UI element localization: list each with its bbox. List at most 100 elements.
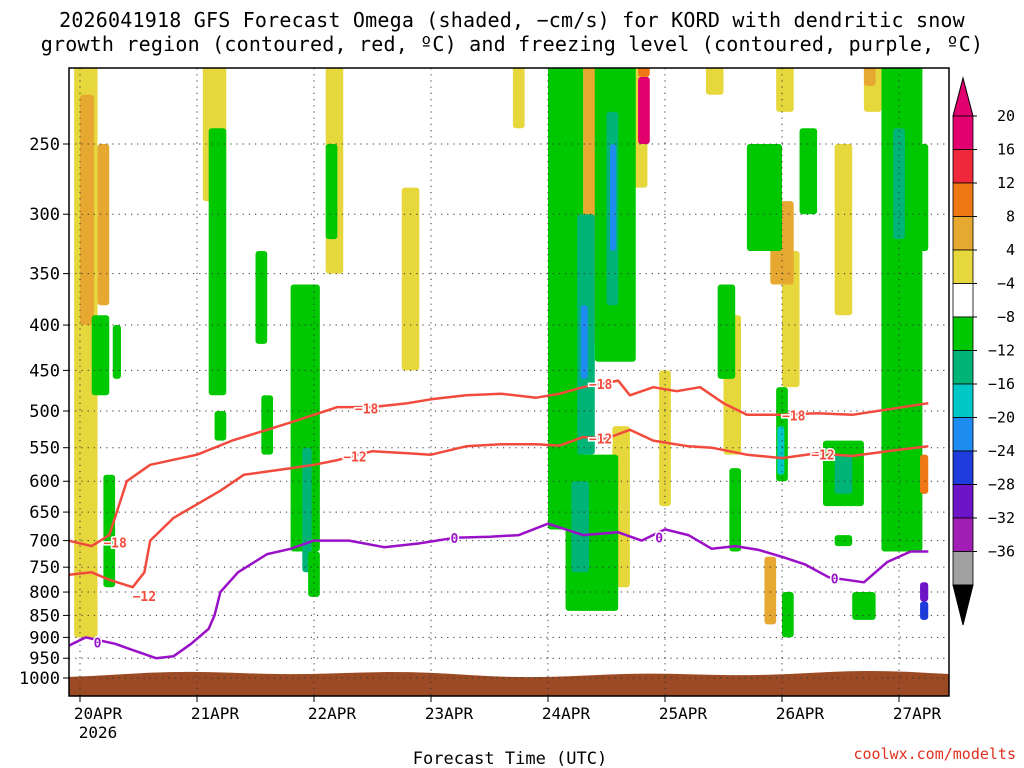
contour-snow-growth-12 xyxy=(69,428,929,589)
contour-label: −12 xyxy=(589,432,612,447)
contour-label: 0 xyxy=(450,532,458,547)
x-tick-label: 21APR xyxy=(191,704,240,723)
contour-freezing-level xyxy=(69,522,929,660)
contour-labels: −18 −12 0 −18 −12 0 −18 −12 0 −18 −12 0 xyxy=(92,376,840,653)
contour-label: −12 xyxy=(133,590,156,605)
omega-patch xyxy=(834,454,853,494)
omega-patch xyxy=(214,411,227,441)
colorbar-label: −4 xyxy=(997,275,1015,293)
contour-label: 0 xyxy=(831,572,839,587)
omega-patch xyxy=(512,68,525,129)
y-tick-label: 350 xyxy=(29,265,60,285)
omega-patch xyxy=(920,601,929,620)
credit-text: coolwx.com/modelts xyxy=(853,745,1016,763)
omega-patch xyxy=(910,144,929,251)
colorbar-swatch xyxy=(952,350,974,385)
colorbar-label: −36 xyxy=(988,543,1015,561)
x-tick-sublabel: 2026 xyxy=(79,723,118,742)
y-axis: 2503003504004505005506006507007508008509… xyxy=(19,135,69,689)
colorbar-swatch xyxy=(952,316,974,351)
x-tick-label: 23APR xyxy=(425,704,474,723)
omega-patch xyxy=(580,305,588,379)
omega-patch xyxy=(920,582,929,602)
contour-label: −12 xyxy=(343,451,366,466)
y-tick-label: 750 xyxy=(29,558,60,578)
colorbar-label: −28 xyxy=(988,476,1015,494)
omega-patch xyxy=(705,68,724,95)
colorbar-swatch xyxy=(952,517,974,552)
contour-snow-growth-18 xyxy=(69,379,929,548)
y-tick-label: 850 xyxy=(29,606,60,626)
colorbar-swatch xyxy=(952,249,974,284)
omega-patch xyxy=(208,128,227,396)
x-tick-label: 24APR xyxy=(542,704,591,723)
omega-patch xyxy=(764,556,777,625)
omega-patch xyxy=(863,68,882,112)
omega-patch xyxy=(665,17,677,58)
y-tick-label: 950 xyxy=(29,649,60,669)
omega-patch xyxy=(308,551,320,597)
omega-patch xyxy=(112,325,121,379)
colorbar-swatch xyxy=(952,484,974,519)
omega-patch xyxy=(103,474,116,588)
omega-patch xyxy=(548,68,584,530)
colorbar-swatch xyxy=(952,216,974,251)
colorbar-swatch xyxy=(952,115,974,150)
x-tick-label: 27APR xyxy=(893,704,942,723)
omega-patch xyxy=(834,144,853,316)
y-tick-label: 900 xyxy=(29,628,60,648)
omega-patch xyxy=(782,592,794,638)
omega-patch xyxy=(852,592,876,620)
omega-patch xyxy=(893,128,905,240)
colorbar-swatch xyxy=(952,383,974,418)
x-tick-label: 26APR xyxy=(776,704,825,723)
omega-patch xyxy=(97,144,110,306)
omega-patch xyxy=(401,187,420,371)
contours xyxy=(69,379,929,660)
omega-patch xyxy=(80,94,95,326)
colorbar-top-arrow xyxy=(952,76,974,117)
omega-patch xyxy=(610,144,616,251)
colorbar-label: −12 xyxy=(988,342,1015,360)
omega-patch xyxy=(659,370,671,507)
colorbar-label: 4 xyxy=(1006,241,1015,259)
contour-label: −18 xyxy=(782,410,806,425)
colorbar-swatch xyxy=(952,417,974,452)
omega-patch xyxy=(571,481,589,573)
y-tick-label: 500 xyxy=(29,402,60,422)
omega-patch xyxy=(261,395,274,455)
colorbar-label: 8 xyxy=(1006,208,1015,226)
chart-title-line1: 2026041918 GFS Forecast Omega (shaded, −… xyxy=(59,8,965,32)
y-tick-label: 650 xyxy=(29,503,60,523)
omega-patch xyxy=(799,128,818,215)
omega-shading xyxy=(74,17,929,638)
omega-patch xyxy=(863,68,876,86)
contour-label: −18 xyxy=(589,378,613,393)
contour-label: −18 xyxy=(355,403,379,418)
omega-patch xyxy=(777,426,785,475)
chart-title-line2: growth region (contoured, red, ºC) and f… xyxy=(40,32,984,56)
omega-patch xyxy=(255,250,268,344)
contour-label: −12 xyxy=(811,449,834,464)
omega-patch xyxy=(717,284,736,379)
colorbar-label: 16 xyxy=(997,141,1015,159)
omega-patch xyxy=(325,144,338,240)
x-tick-label: 25APR xyxy=(659,704,708,723)
ground-fill xyxy=(69,670,949,696)
ground-layer xyxy=(69,670,949,696)
x-tick-label: 22APR xyxy=(308,704,357,723)
colorbar-bottom-arrow xyxy=(952,584,974,626)
colorbar-label: 20 xyxy=(997,107,1015,125)
colorbar-label: −24 xyxy=(988,442,1015,460)
colorbar-label: −32 xyxy=(988,509,1015,527)
x-tick-label: 20APR xyxy=(74,704,123,723)
contour-label: 0 xyxy=(655,531,663,546)
y-tick-label: 800 xyxy=(29,583,60,603)
y-tick-label: 250 xyxy=(29,135,60,155)
plot-frame xyxy=(68,67,950,697)
omega-patch xyxy=(782,250,800,388)
colorbar-swatch xyxy=(952,551,974,586)
contour-label: −18 xyxy=(103,536,127,551)
colorbar-label: −8 xyxy=(997,308,1015,326)
